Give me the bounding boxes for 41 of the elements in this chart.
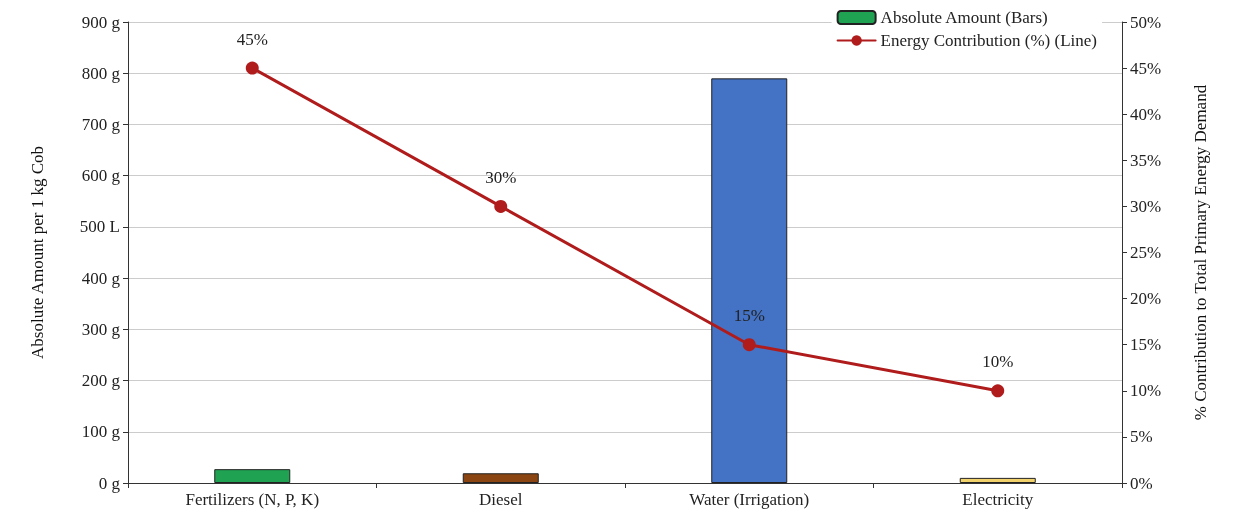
x-tick-label: Fertilizers (N, P, K) bbox=[185, 490, 320, 509]
y2-tick-label: 40% bbox=[1130, 104, 1162, 124]
y2-axis-title: % Contribution to Total Primary Energy Demand bbox=[1191, 84, 1210, 421]
y2-tick-label: 50% bbox=[1130, 12, 1162, 32]
y2-tick-label: 5% bbox=[1130, 427, 1153, 447]
x-tick-label: Water (Irrigation) bbox=[689, 490, 810, 509]
data-label: 45% bbox=[236, 29, 268, 49]
y2-tick-label: 35% bbox=[1130, 150, 1162, 170]
y2-tick-label: 10% bbox=[1130, 381, 1162, 401]
bar bbox=[462, 473, 539, 483]
data-label: 10% bbox=[982, 352, 1014, 372]
point bbox=[494, 199, 508, 213]
y-tick-label: 700 g bbox=[81, 114, 121, 134]
data-label: 15% bbox=[733, 306, 765, 326]
x-tick-label: Electricity bbox=[962, 490, 1034, 509]
y-tick-label: 300 g bbox=[81, 319, 121, 339]
y2-tick-label: 25% bbox=[1130, 243, 1162, 262]
y-tick-label: 200 g bbox=[81, 371, 121, 391]
y-tick-label: 0 g bbox=[98, 473, 121, 493]
y2-tick-label: 15% bbox=[1130, 335, 1162, 355]
y-tick-label: 500 L bbox=[79, 217, 120, 237]
point bbox=[742, 338, 756, 352]
legend-label: Energy Contribution (%) (Line) bbox=[880, 31, 1098, 50]
bar bbox=[959, 477, 1036, 483]
y-tick-label: 900 g bbox=[81, 12, 121, 32]
legend-label: Absolute Amount (Bars) bbox=[880, 8, 1048, 27]
y2-tick-label: 45% bbox=[1130, 58, 1162, 78]
data-label: 30% bbox=[485, 167, 517, 187]
y2-tick-label: 30% bbox=[1130, 196, 1162, 216]
y-tick-label: 600 g bbox=[81, 166, 121, 186]
y-tick-label: 800 g bbox=[81, 63, 121, 83]
y2-tick-label: 0% bbox=[1130, 473, 1153, 493]
x-tick-label: Diesel bbox=[479, 490, 523, 509]
point bbox=[245, 61, 259, 75]
y-tick-label: 100 g bbox=[81, 422, 121, 442]
y-axis-title: Absolute Amount per 1 kg Cob bbox=[28, 146, 47, 359]
y-tick-label: 400 g bbox=[81, 268, 121, 288]
bar bbox=[711, 78, 788, 483]
y2-tick-label: 20% bbox=[1130, 289, 1162, 309]
point bbox=[991, 384, 1005, 398]
bar bbox=[214, 469, 291, 483]
